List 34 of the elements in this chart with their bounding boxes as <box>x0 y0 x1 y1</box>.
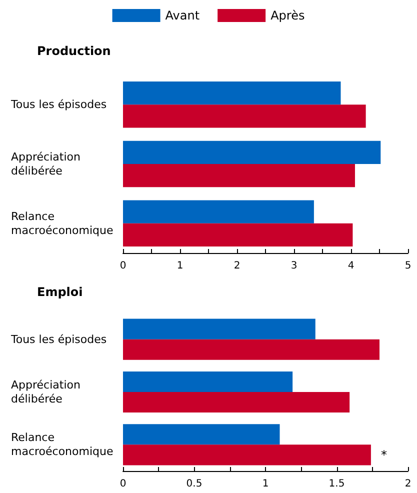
bar <box>123 82 341 105</box>
x-tick-label: 2 <box>404 478 412 490</box>
x-tick-label: 2 <box>234 260 240 272</box>
bar <box>123 444 371 466</box>
y-tick-label: Tous les épisodes <box>10 98 107 112</box>
bar <box>123 104 366 128</box>
bar <box>123 339 380 360</box>
y-tick-label: Appréciation délibérée <box>11 378 80 406</box>
y-tick-label: Appréciation délibérée <box>11 150 80 178</box>
annotation: * <box>380 448 387 462</box>
bar <box>123 164 355 188</box>
x-tick-label: 3 <box>290 260 298 272</box>
x-tick-label: 0.5 <box>186 478 202 490</box>
x-tick-label: 5 <box>404 260 412 272</box>
x-tick-label: 0 <box>120 478 126 490</box>
bar <box>123 318 316 340</box>
bar <box>123 200 314 224</box>
legend-label: Après <box>270 8 305 22</box>
chart-title: Production <box>37 44 111 58</box>
bar <box>123 371 293 392</box>
bar <box>123 392 350 413</box>
x-tick-label: 0 <box>120 260 126 272</box>
bar <box>123 140 381 164</box>
x-tick-label: 1 <box>176 260 184 272</box>
bar <box>123 223 353 246</box>
y-tick-label: Relance macroéconomique <box>11 431 114 458</box>
x-tick-label: 1 <box>262 478 269 490</box>
chart-title: Emploi <box>37 285 83 299</box>
bar <box>123 424 280 445</box>
y-tick-label: Tous les épisodes <box>10 332 107 346</box>
x-tick-label: 4 <box>348 260 354 272</box>
x-tick-label: 1.5 <box>328 478 345 490</box>
legend-label: Avant <box>165 8 200 22</box>
y-tick-label: Relance macroéconomique <box>11 210 114 237</box>
